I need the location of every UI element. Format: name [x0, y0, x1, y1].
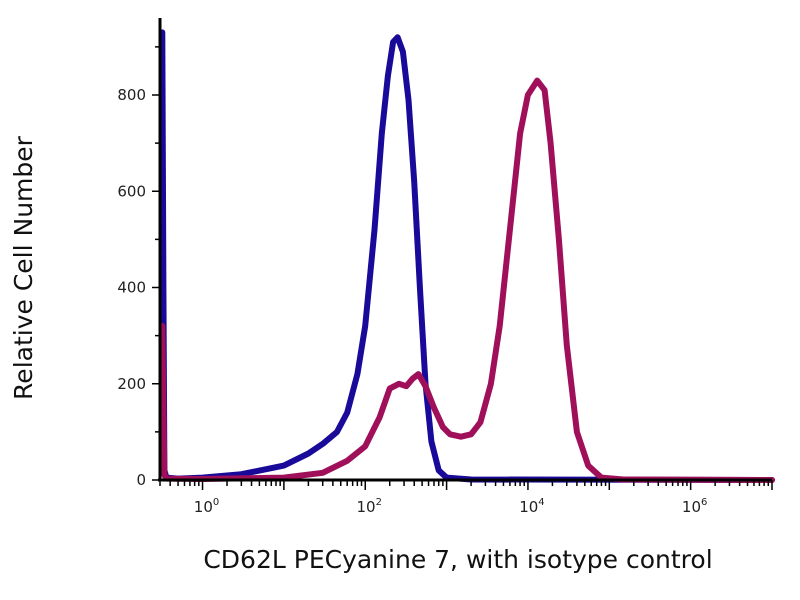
- y-tick-label: 600: [117, 182, 146, 200]
- x-tick-label: 100: [194, 497, 219, 516]
- series-line-2: [159, 77, 775, 483]
- y-tick-label: 800: [117, 86, 146, 104]
- y-tick-label: 400: [117, 279, 146, 297]
- y-axis-title: Relative Cell Number: [9, 135, 38, 400]
- x-axis-title: CD62L PECyanine 7, with isotype control: [203, 545, 712, 574]
- x-tick-label: 104: [519, 497, 544, 516]
- y-axis-ticks: 0 200 400 600 800: [117, 46, 160, 489]
- y-tick-label: 200: [117, 375, 146, 393]
- x-axis-ticks: 100 102 104 106: [159, 480, 773, 516]
- x-tick-label: 106: [682, 497, 707, 516]
- series-layer: [159, 29, 775, 483]
- series-line-1: [159, 29, 775, 483]
- y-tick-label: 0: [136, 471, 146, 489]
- x-tick-label: 102: [357, 497, 382, 516]
